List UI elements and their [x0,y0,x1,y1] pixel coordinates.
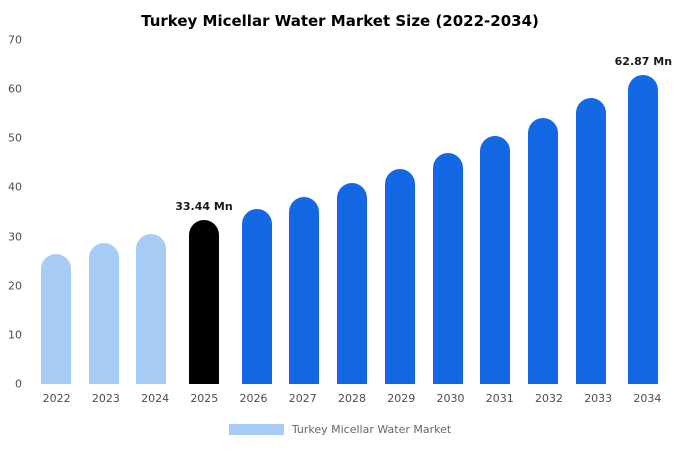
bars-row: 33.44 Mn 62.87 Mn [32,40,672,384]
bar-slot [567,40,615,384]
bar-2034[interactable] [628,75,659,384]
x-tick-label-2031: 2031 [485,392,514,405]
bar-2024[interactable] [136,234,167,384]
chart-title: Turkey Micellar Water Market Size (2022-… [141,12,539,30]
bar-2031[interactable] [480,136,511,384]
bar-2030[interactable] [432,153,463,384]
x-tick-label-2024: 2024 [141,392,170,405]
bar-slot [471,40,519,384]
x-tick-label-2033: 2033 [584,392,613,405]
x-axis: 2022 2023 2024 2025 2026 2027 2028 2029 2030 2031… [32,392,672,405]
x-tick-label-2032: 2032 [534,392,563,405]
bar-slot [128,40,176,384]
bar-slot [376,40,424,384]
x-tick-label-2023: 2023 [91,392,120,405]
bar-slot [519,40,567,384]
x-tick-label-2028: 2028 [338,392,367,405]
legend[interactable]: Turkey Micellar Water Market [0,423,680,436]
y-tick-label: 70 [8,33,22,47]
bar-slot [424,40,472,384]
x-tick-label-2025: 2025 [190,392,219,405]
bar-2022[interactable] [40,253,71,384]
bar-value-label: 62.87 Mn [614,55,673,69]
y-tick-label: 30 [8,230,22,244]
bar-slot [328,40,376,384]
bar-2029[interactable] [384,168,415,384]
y-tick-label: 10 [8,328,22,342]
bar-2033[interactable] [575,98,606,384]
bar-slot [233,40,281,384]
y-tick-label: 20 [8,279,22,293]
x-tick-label-2034: 2034 [633,392,662,405]
x-tick-label-2030: 2030 [436,392,465,405]
y-axis: 0 10 20 30 40 50 60 70 [0,35,26,390]
bar-2032[interactable] [528,118,559,384]
bar-slot: 33.44 Mn [175,40,233,384]
bar-2026[interactable] [241,209,272,384]
bar-slot [280,40,328,384]
bar-2023[interactable] [88,243,119,384]
y-tick-label: 0 [15,377,22,391]
bar-slot [80,40,128,384]
legend-swatch-icon [228,424,284,435]
plot-area: 0 10 20 30 40 50 60 70 33.44 Mn 62.87 Mn [8,35,672,390]
x-tick-label-2027: 2027 [288,392,317,405]
bar-2025[interactable] [188,219,219,384]
x-tick-label-2029: 2029 [387,392,416,405]
x-tick-label-2022: 2022 [42,392,71,405]
y-tick-label: 60 [8,82,22,96]
bar-slot: 62.87 Mn [615,40,672,384]
bar-slot [32,40,80,384]
bar-2027[interactable] [289,196,320,384]
y-tick-label: 50 [8,131,22,145]
x-tick-label-2026: 2026 [239,392,268,405]
bar-2028[interactable] [337,183,368,384]
y-tick-label: 40 [8,180,22,194]
legend-label: Turkey Micellar Water Market [291,423,452,436]
bar-value-label: 33.44 Mn [175,199,233,213]
